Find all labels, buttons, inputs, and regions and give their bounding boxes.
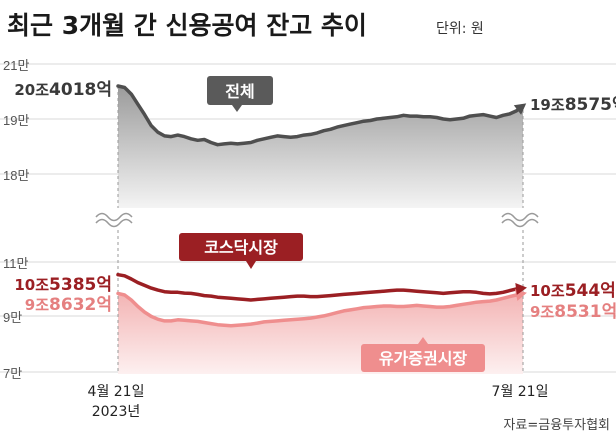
y-tick-labels: 21만 19만 18만 11만 9만 7만 — [3, 58, 29, 381]
axis-break-right — [498, 208, 548, 230]
series-tag-kospi: 유가증권시장 — [361, 337, 485, 372]
y-tick-label: 18만 — [3, 168, 29, 183]
y-tick-label: 7만 — [3, 366, 22, 381]
end-label-total: 19조8575억 — [530, 95, 616, 115]
end-label-kosdaq: 10조544억 — [530, 281, 616, 301]
series-tag-total: 전체 — [207, 76, 273, 112]
arrow-head-kosdaq — [515, 283, 527, 295]
x-label-start-year: 2023년 — [92, 404, 141, 420]
y-tick-label: 21만 — [3, 58, 29, 73]
axis-break-left — [92, 208, 142, 230]
series-line-kospi — [116, 291, 525, 328]
arrow-head-total — [513, 103, 527, 115]
series-tag-kosdaq: 코스닥시장 — [179, 233, 303, 269]
source-label: 자료=금융투자협회 — [503, 418, 610, 433]
y-tick-label: 9만 — [3, 310, 22, 325]
start-label-kosdaq: 10조5385억 — [14, 275, 112, 295]
end-label-kospi: 9조8531억 — [530, 302, 616, 322]
series-tag-kospi-label: 유가증권시장 — [379, 349, 468, 368]
start-label-total: 20조4018억 — [14, 80, 112, 100]
y-tick-label: 19만 — [3, 113, 29, 128]
chart-title: 최근 3개월 간 신용공여 잔고 추이 — [7, 11, 367, 40]
x-label-end: 7월 21일 — [492, 384, 549, 400]
y-tick-label: 11만 — [3, 256, 28, 271]
unit-label: 단위: 원 — [436, 21, 484, 37]
x-label-start: 4월 21일 — [88, 384, 145, 400]
area-fill-total — [118, 86, 523, 208]
series-line-kosdaq — [116, 272, 525, 302]
series-line-total — [116, 84, 525, 147]
series-tag-total-label: 전체 — [225, 82, 254, 101]
start-label-kospi: 9조8632억 — [25, 295, 112, 315]
series-tag-kosdaq-label: 코스닥시장 — [204, 238, 278, 257]
